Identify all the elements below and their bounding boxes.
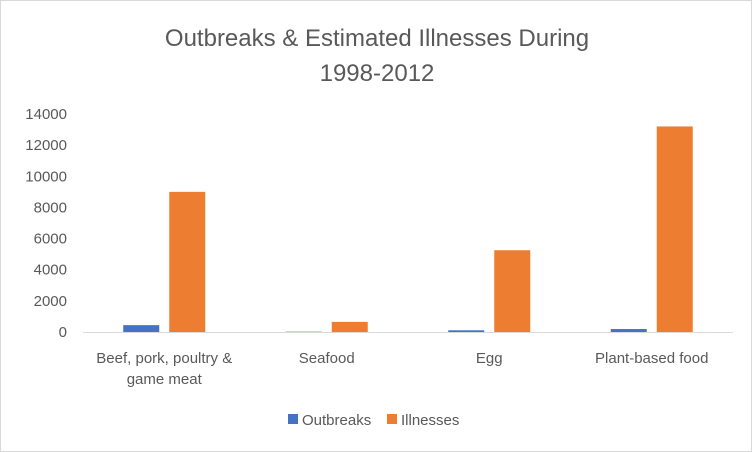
bar-outbreaks-3 bbox=[610, 329, 647, 332]
chart-title-line-2: 1998-2012 bbox=[320, 60, 435, 87]
legend-swatch-illnesses bbox=[387, 414, 397, 424]
bar-outbreaks-0 bbox=[123, 325, 160, 332]
y-tick-label: 14000 bbox=[25, 106, 67, 123]
bar-illnesses-0 bbox=[169, 191, 206, 332]
x-category-label: Seafood bbox=[299, 350, 355, 367]
legend: Outbreaks Illnesses bbox=[288, 412, 459, 429]
bar-illnesses-3 bbox=[656, 126, 693, 332]
x-category-label: Egg bbox=[476, 350, 503, 367]
legend-label-outbreaks: Outbreaks bbox=[302, 412, 371, 429]
x-axis: Beef, pork, poultry & game meat Seafood Egg… bbox=[83, 332, 733, 388]
bars bbox=[123, 126, 693, 332]
x-category-label: game meat bbox=[127, 371, 203, 388]
y-tick-label: 4000 bbox=[34, 262, 67, 279]
x-category-label: Beef, pork, poultry & bbox=[96, 350, 232, 367]
y-tick-label: 8000 bbox=[34, 199, 67, 216]
y-tick-label: 12000 bbox=[25, 137, 67, 154]
legend-label-illnesses: Illnesses bbox=[401, 412, 459, 429]
y-axis: 0 2000 4000 6000 8000 10000 12000 14000 bbox=[25, 106, 67, 341]
bar-outbreaks-2 bbox=[448, 330, 485, 332]
legend-swatch-outbreaks bbox=[288, 414, 298, 424]
x-category-label: Plant-based food bbox=[595, 350, 708, 367]
bar-illnesses-2 bbox=[494, 250, 531, 332]
y-tick-label: 0 bbox=[59, 324, 67, 341]
bar-illnesses-1 bbox=[331, 321, 368, 332]
chart-title-line-1: Outbreaks & Estimated Illnesses During bbox=[165, 25, 589, 52]
y-tick-label: 10000 bbox=[25, 168, 67, 185]
y-tick-label: 6000 bbox=[34, 231, 67, 248]
y-tick-label: 2000 bbox=[34, 293, 67, 310]
